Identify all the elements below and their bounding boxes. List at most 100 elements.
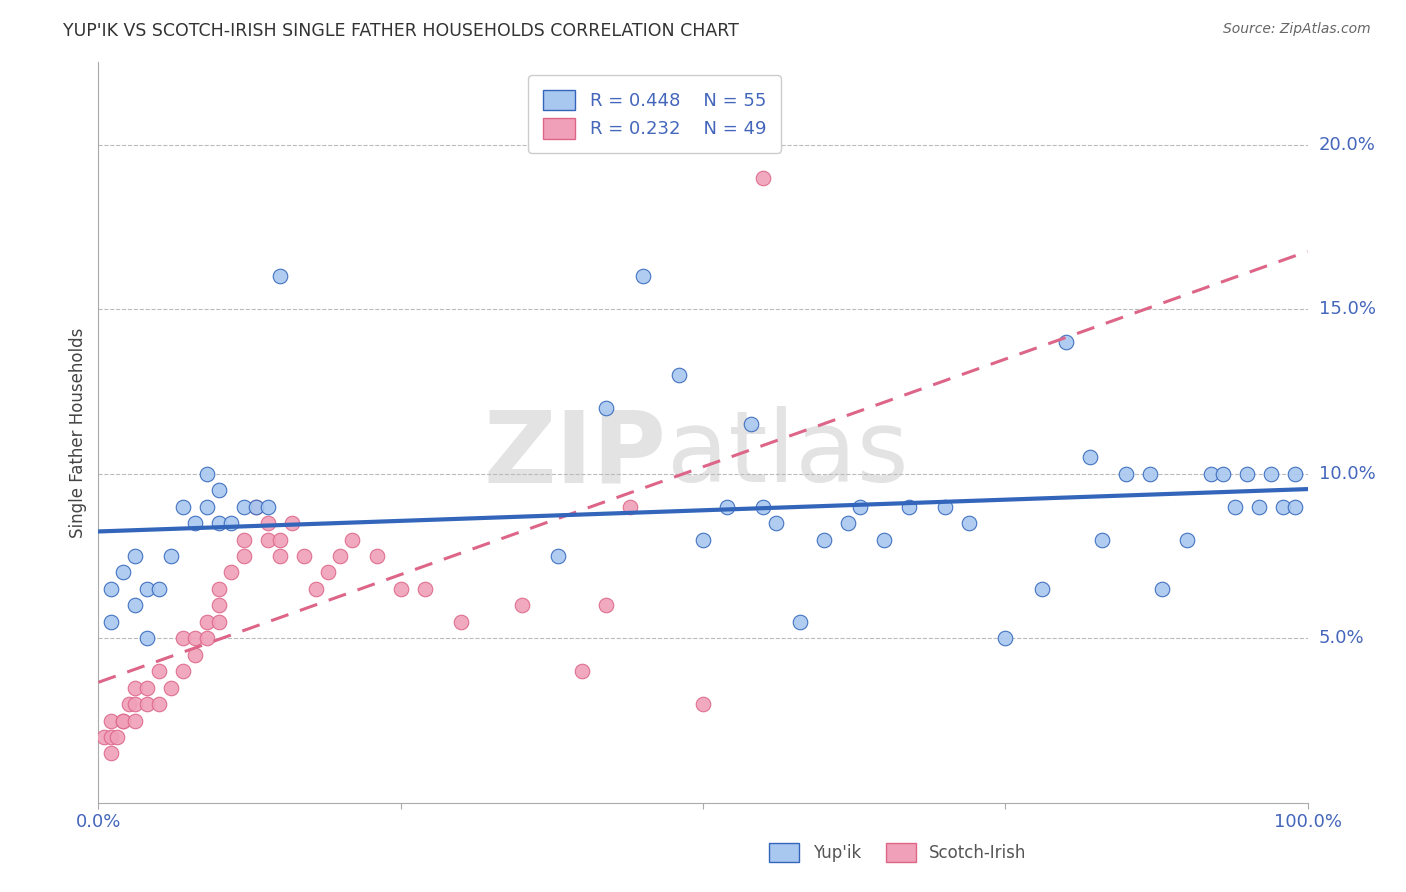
Point <box>208 615 231 629</box>
Point <box>100 747 122 761</box>
Point <box>100 615 122 629</box>
Point <box>692 533 714 547</box>
Point <box>195 500 218 514</box>
Point <box>1249 500 1271 514</box>
Point <box>740 417 762 432</box>
Point <box>595 599 617 613</box>
Point <box>269 549 291 563</box>
Point <box>172 632 194 646</box>
Point <box>1272 500 1295 514</box>
Point <box>100 714 122 728</box>
Point <box>716 500 738 514</box>
Point <box>148 664 170 678</box>
Point <box>329 549 352 563</box>
Point <box>195 615 218 629</box>
Point <box>184 648 207 662</box>
Point <box>957 516 980 530</box>
Point <box>245 500 267 514</box>
Point <box>1284 467 1306 481</box>
Point <box>619 500 641 514</box>
Text: YUP'IK VS SCOTCH-IRISH SINGLE FATHER HOUSEHOLDS CORRELATION CHART: YUP'IK VS SCOTCH-IRISH SINGLE FATHER HOU… <box>63 22 740 40</box>
Point <box>1091 533 1114 547</box>
Point <box>595 401 617 415</box>
Point <box>571 664 593 678</box>
Point <box>342 533 364 547</box>
Y-axis label: Single Father Households: Single Father Households <box>69 327 87 538</box>
Point <box>994 632 1017 646</box>
Point <box>1199 467 1222 481</box>
Point <box>1031 582 1053 596</box>
Point <box>752 500 775 514</box>
Point <box>93 730 115 744</box>
Point <box>752 170 775 185</box>
Point <box>208 582 231 596</box>
Point <box>510 599 533 613</box>
Point <box>232 500 254 514</box>
Point <box>124 697 146 711</box>
Point <box>208 516 231 530</box>
Point <box>813 533 835 547</box>
Point <box>1236 467 1258 481</box>
Point <box>221 566 243 580</box>
Point <box>1284 500 1306 514</box>
Point <box>160 681 183 695</box>
Point <box>256 516 278 530</box>
Point <box>668 368 690 382</box>
Point <box>281 516 304 530</box>
Point <box>118 697 141 711</box>
Point <box>269 533 291 547</box>
Text: 5.0%: 5.0% <box>1319 629 1364 648</box>
Text: Source: ZipAtlas.com: Source: ZipAtlas.com <box>1223 22 1371 37</box>
Point <box>1175 533 1198 547</box>
Point <box>631 269 654 284</box>
Point <box>837 516 859 530</box>
Point <box>100 730 122 744</box>
Point <box>1139 467 1161 481</box>
Point <box>135 632 157 646</box>
Point <box>873 533 896 547</box>
Point <box>1152 582 1174 596</box>
Point <box>1223 500 1246 514</box>
Point <box>1078 450 1101 465</box>
Point <box>135 681 157 695</box>
Point <box>305 582 328 596</box>
Point <box>100 582 122 596</box>
Point <box>184 516 207 530</box>
Point <box>184 632 207 646</box>
Point <box>897 500 920 514</box>
Point <box>124 549 146 563</box>
Point <box>124 599 146 613</box>
Point <box>135 697 157 711</box>
Point <box>366 549 388 563</box>
Point <box>135 582 157 596</box>
Point <box>124 714 146 728</box>
Text: atlas: atlas <box>666 407 908 503</box>
Point <box>111 566 134 580</box>
Point <box>269 269 291 284</box>
Point <box>789 615 811 629</box>
Point <box>1054 335 1077 350</box>
Point <box>547 549 569 563</box>
Point <box>292 549 315 563</box>
Point <box>172 500 194 514</box>
Point <box>1115 467 1137 481</box>
Point <box>208 483 231 498</box>
Point <box>172 664 194 678</box>
Point <box>124 681 146 695</box>
Legend: Yup'ik, Scotch-Irish: Yup'ik, Scotch-Irish <box>762 836 1033 869</box>
Point <box>389 582 412 596</box>
Point <box>934 500 956 514</box>
Point <box>316 566 339 580</box>
Point <box>148 697 170 711</box>
Point <box>195 632 218 646</box>
Point <box>160 549 183 563</box>
Point <box>208 599 231 613</box>
Point <box>1260 467 1282 481</box>
Point <box>413 582 436 596</box>
Text: ZIP: ZIP <box>484 407 666 503</box>
Point <box>111 714 134 728</box>
Point <box>692 697 714 711</box>
Point <box>256 500 278 514</box>
Point <box>105 730 128 744</box>
Text: 20.0%: 20.0% <box>1319 136 1375 153</box>
